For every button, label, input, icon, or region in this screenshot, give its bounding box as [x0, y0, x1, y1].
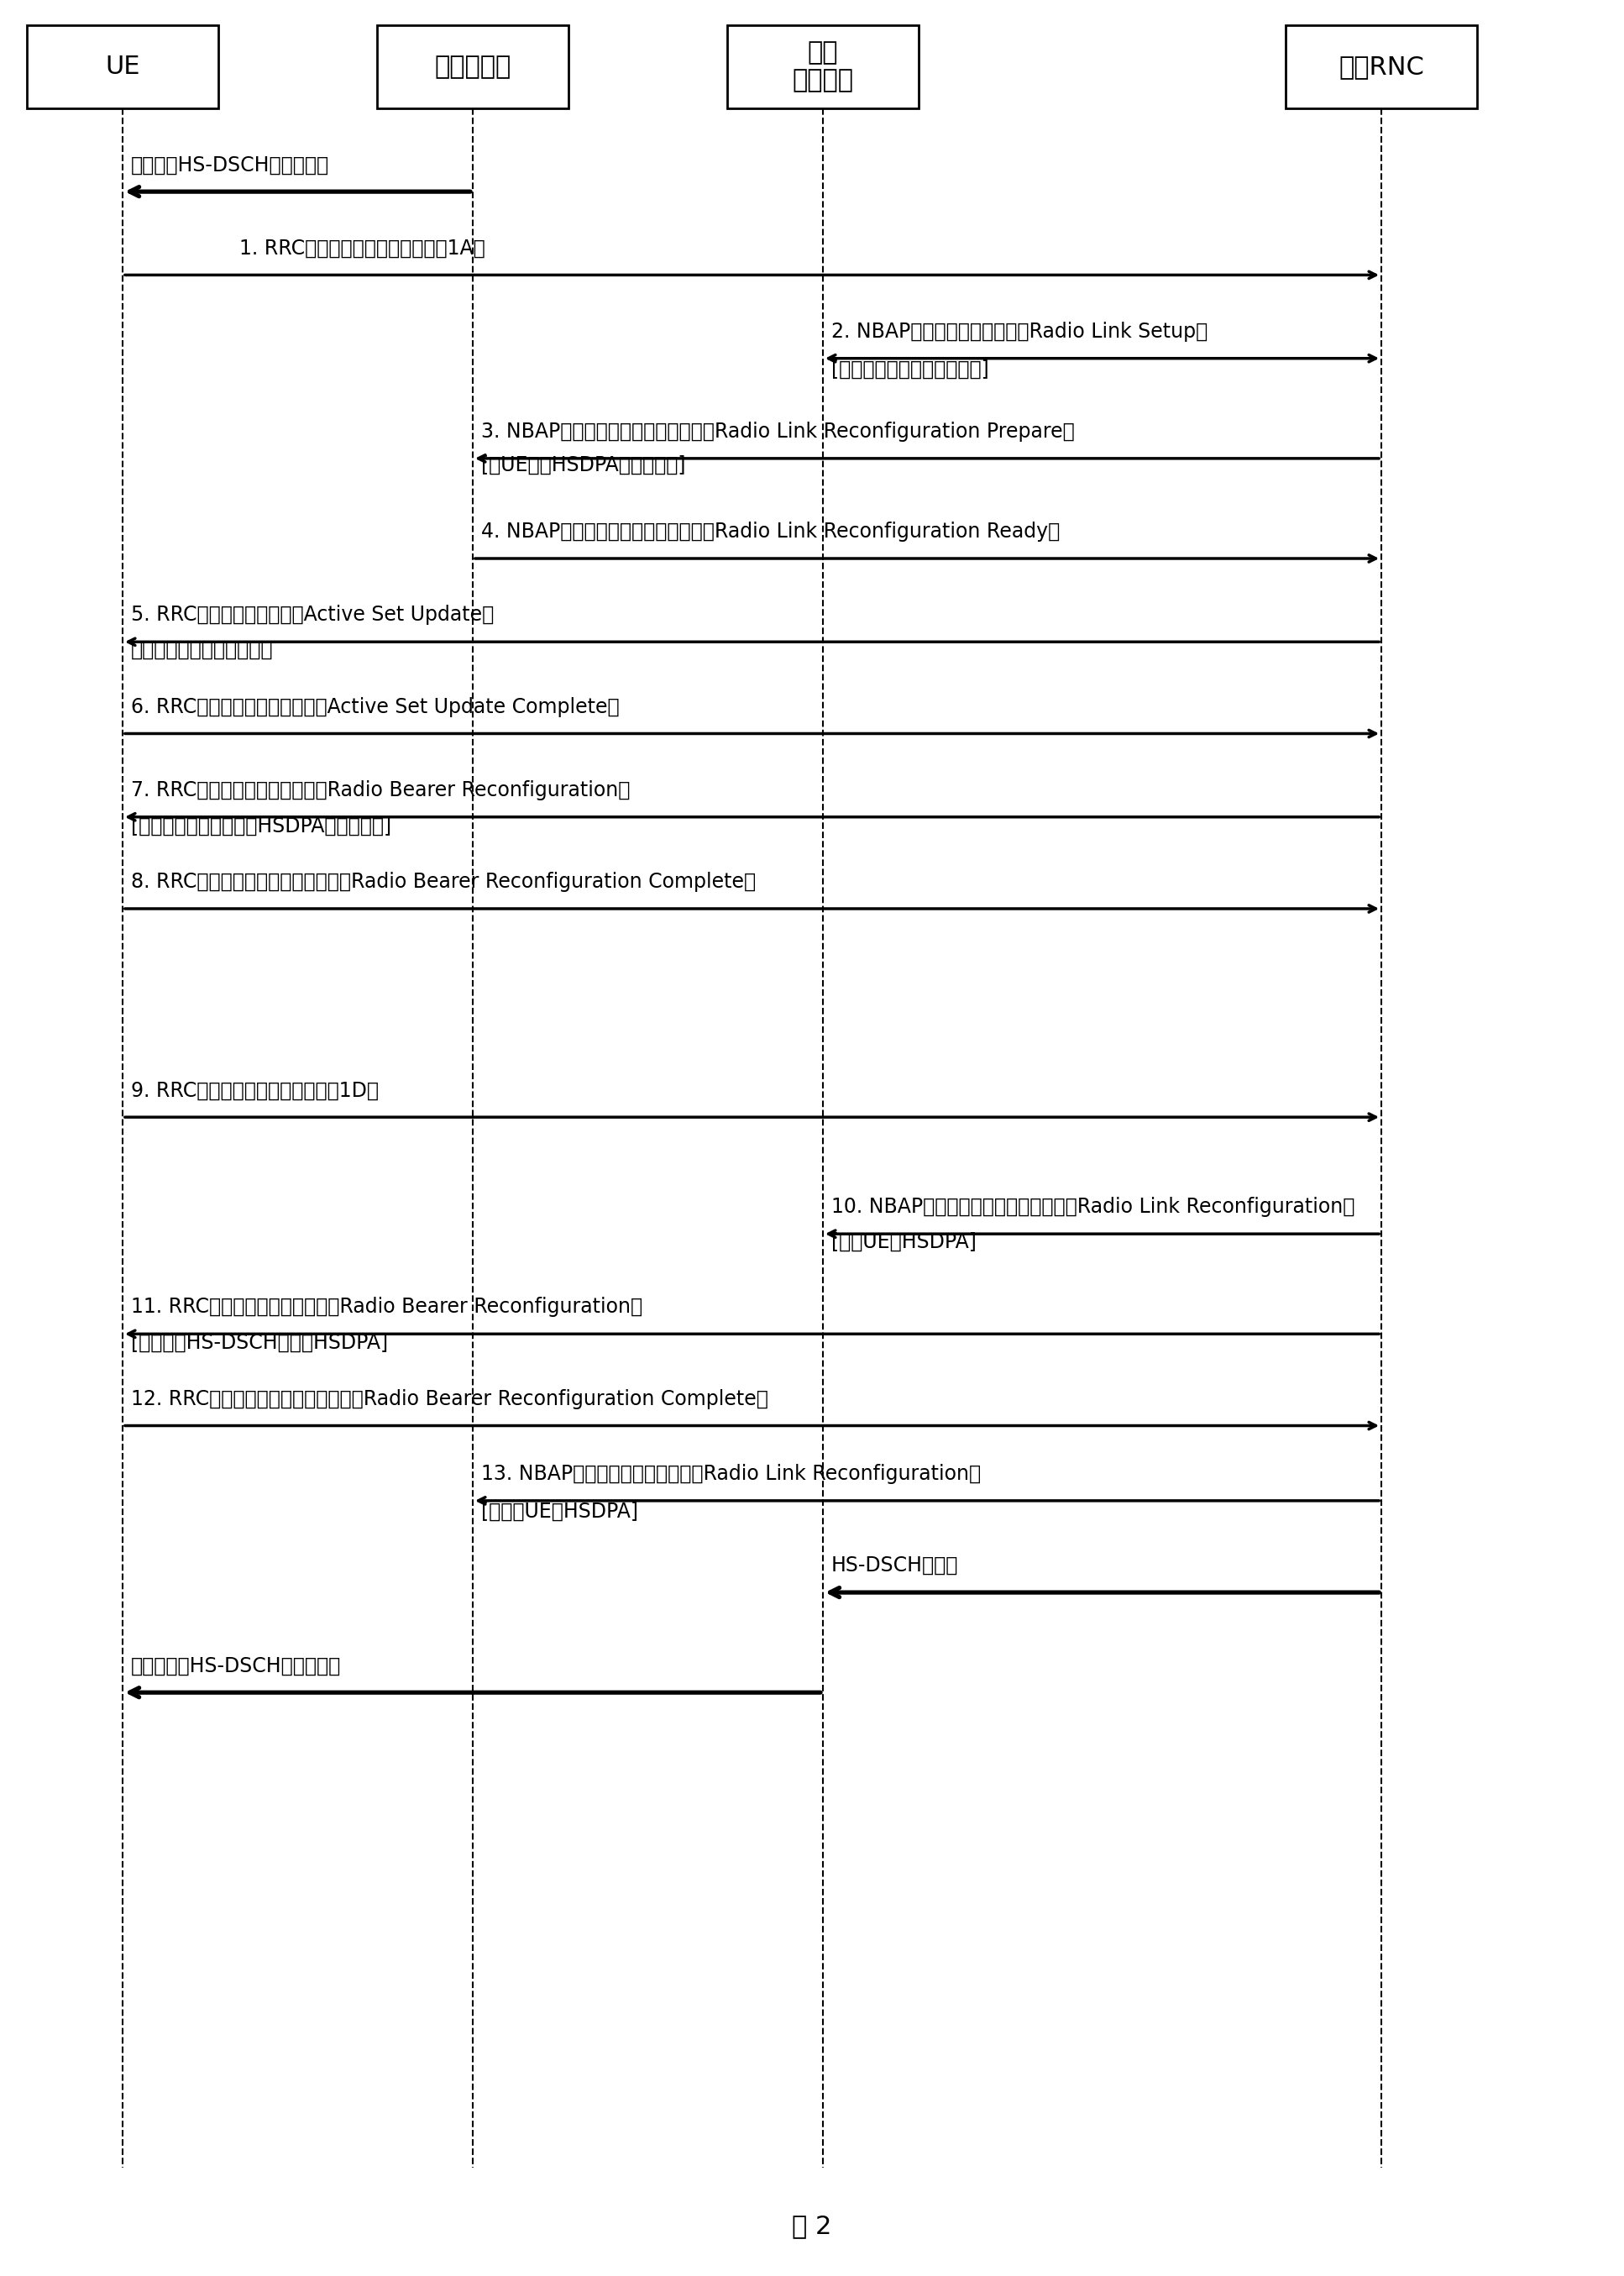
Text: 服务RNC: 服务RNC [1338, 55, 1424, 80]
Text: 目标
小区基站: 目标 小区基站 [793, 41, 854, 93]
Text: 在源小区HS-DSCH上传输数据: 在源小区HS-DSCH上传输数据 [132, 155, 330, 175]
Text: 8. RRC信令：无线承载重配置完成（Radio Bearer Reconfiguration Complete）: 8. RRC信令：无线承载重配置完成（Radio Bearer Reconfig… [132, 872, 755, 892]
Text: 增加新的专用信道无线链路: 增加新的专用信道无线链路 [132, 640, 273, 660]
Text: 1. RRC信令：测量报告（测量事件1A）: 1. RRC信令：测量报告（测量事件1A） [239, 239, 486, 257]
Text: 10. NBAP信令：无线链路重配置提交（Radio Link Reconfiguration）: 10. NBAP信令：无线链路重配置提交（Radio Link Reconfig… [831, 1197, 1354, 1218]
Text: 在目标小区HS-DSCH上传输数据: 在目标小区HS-DSCH上传输数据 [132, 1655, 341, 1675]
Text: [预配置目标小区基站的HSDPA，但不激活]: [预配置目标小区基站的HSDPA，但不激活] [132, 817, 391, 835]
Text: [激活UE的HSDPA]: [激活UE的HSDPA] [831, 1231, 976, 1252]
Text: UE: UE [106, 55, 140, 80]
Text: 13. NBAP信令：无线链路重配置（Radio Link Reconfiguration）: 13. NBAP信令：无线链路重配置（Radio Link Reconfigur… [481, 1463, 981, 1484]
Text: 5. RRC信令：激活集更新（Active Set Update）: 5. RRC信令：激活集更新（Active Set Update） [132, 605, 494, 626]
Bar [377, 25, 568, 109]
Text: 11. RRC信令：无线承载重配置（Radio Bearer Reconfiguration）: 11. RRC信令：无线承载重配置（Radio Bearer Reconfigu… [132, 1297, 643, 1318]
Text: 3. NBAP信令：无线链路重配置准备（Radio Link Reconfiguration Prepare）: 3. NBAP信令：无线链路重配置准备（Radio Link Reconfigu… [481, 421, 1075, 442]
Bar [1286, 25, 1478, 109]
Text: HS-DSCH帧协议: HS-DSCH帧协议 [831, 1555, 958, 1575]
Text: [去激活UE的HSDPA]: [去激活UE的HSDPA] [481, 1502, 638, 1523]
Text: 4. NBAP信令：无线链路重配置就绪（Radio Link Reconfiguration Ready）: 4. NBAP信令：无线链路重配置就绪（Radio Link Reconfigu… [481, 521, 1060, 542]
Text: [激活目标HS-DSCH小区的HSDPA]: [激活目标HS-DSCH小区的HSDPA] [132, 1334, 388, 1354]
Text: 源小区基站: 源小区基站 [434, 55, 512, 80]
Text: 12. RRC信令：无线承载重配置完成（Radio Bearer Reconfiguration Complete）: 12. RRC信令：无线承载重配置完成（Radio Bearer Reconfi… [132, 1388, 768, 1409]
Text: [为UE配置HSDPA，但不激活]: [为UE配置HSDPA，但不激活] [481, 455, 685, 476]
Text: 6. RRC信令：激活集更新完成（Active Set Update Complete）: 6. RRC信令：激活集更新完成（Active Set Update Compl… [132, 696, 619, 717]
Text: 7. RRC信令：无线承载重配置（Radio Bearer Reconfiguration）: 7. RRC信令：无线承载重配置（Radio Bearer Reconfigur… [132, 781, 630, 801]
Text: 2. NBAP信令：无线链路建立（Radio Link Setup）: 2. NBAP信令：无线链路建立（Radio Link Setup） [831, 321, 1208, 341]
Text: 图 2: 图 2 [793, 2215, 831, 2237]
Text: [增加新的专用信道无线链路]: [增加新的专用信道无线链路] [831, 360, 989, 380]
Text: 9. RRC信令：测量报告（测量事件1D）: 9. RRC信令：测量报告（测量事件1D） [132, 1081, 378, 1102]
Bar [26, 25, 218, 109]
Bar [728, 25, 919, 109]
